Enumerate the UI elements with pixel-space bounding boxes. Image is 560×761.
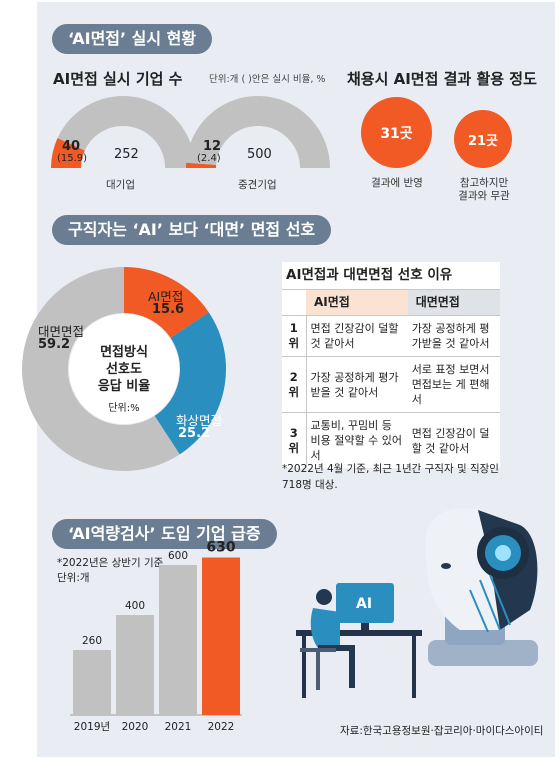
donut-center-title: 면접방식 선호도 응답 비율 <box>97 345 151 394</box>
bar-category-label: 2022 <box>208 721 235 733</box>
bubble-reference-value: 21곳 <box>467 133 499 149</box>
col-ai-interview: AI면접 <box>306 289 408 316</box>
large-company-label: 대기업 <box>106 179 135 191</box>
section1-title: ‘AI면접’ 실시 현황 <box>52 24 213 54</box>
large-ai-percent: (15.9) <box>57 153 88 164</box>
table-row: 2위 가장 공정하게 평가받을 것 같아서 서로 표정 보면서 면접보는 게 편… <box>282 356 500 413</box>
monitor-screen-text: AI <box>356 596 373 612</box>
bar-value-label: 400 <box>125 600 145 612</box>
donut-center-unit: 단위:% <box>108 403 140 414</box>
bar-category-label: 2020 <box>122 721 149 733</box>
bubble-reference-only: 21곳 <box>454 110 512 168</box>
face-slice-label: 대면면접 <box>38 324 85 339</box>
gauge-rest-arc <box>57 96 195 169</box>
bubble-reflected-value: 31곳 <box>380 125 413 142</box>
section3-title: ‘AI역량검사’ 도입 기업 급증 <box>52 519 277 549</box>
gauge-midsize-company <box>185 96 330 169</box>
mid-ai-percent: (2.4) <box>197 153 221 164</box>
table-row: 3위 교통비, 꾸밈비 등 비용 절약할 수 있어서 면접 긴장감이 덜할 것 … <box>282 412 500 468</box>
bar-value-label: 600 <box>168 550 188 562</box>
bubble-reflected: 31곳 <box>361 97 432 168</box>
col-face-interview: 대면면접 <box>407 289 500 316</box>
preference-reasons-table: AI면접과 대면면접 선호 이유 AI면접 대면면접 1위 면접 긴장감이 덜할… <box>282 262 500 468</box>
source-credit: 자료:한국고용정보원·잡코리아·마이다스아이티 <box>340 725 544 737</box>
monitor-icon <box>336 583 394 631</box>
bar-value-label: 630 <box>206 540 235 556</box>
bar <box>116 615 154 715</box>
bar-note: *2022년은 상반기 기준 <box>57 557 164 569</box>
ai-interview-companies-title: AI면접 실시 기업 수 <box>53 70 183 88</box>
ai-slice-value: 15.6 <box>152 302 185 317</box>
table-row: 1위 면접 긴장감이 덜할 것 같아서 가장 공정하게 평가받을 것 같아서 <box>282 315 500 357</box>
video-slice-label: 화상면접 <box>176 413 223 428</box>
donut-hole <box>69 314 179 424</box>
bar-category-label: 2021 <box>165 721 192 733</box>
donut-slice <box>123 267 209 339</box>
face-slice-value: 59.2 <box>38 337 71 352</box>
donut-slice <box>22 267 180 471</box>
ai-slice-label: AI면접 <box>148 289 184 304</box>
midsize-company-label: 중견기업 <box>238 179 277 191</box>
mid-rest-value: 500 <box>247 147 272 162</box>
reasons-table-title: AI면접과 대면면접 선호 이유 <box>286 267 453 283</box>
bar-category-label: 2019년 <box>74 721 110 733</box>
gauge-rest-arc <box>186 96 330 169</box>
donut-slice <box>153 312 226 455</box>
ai-result-usage-title: 채용시 AI면접 결과 활용 정도 <box>347 70 537 88</box>
bar <box>159 565 197 715</box>
large-ai-value: 40 <box>62 139 81 154</box>
bar-unit: 단위:개 <box>57 572 90 584</box>
large-rest-value: 252 <box>114 147 139 162</box>
bubble-reference-label: 참고하지만 결과와 무관 <box>458 177 510 202</box>
bar-value-label: 260 <box>82 635 102 647</box>
unit-note: 단위:개 ( )안은 실시 비율, % <box>209 74 326 85</box>
desk-icon <box>296 630 422 698</box>
survey-footnote: *2022년 4월 기준, 최근 1년간 구직자 및 직장인 718명 대상. <box>282 463 499 491</box>
person-icon <box>300 589 355 690</box>
half-donut-charts <box>51 96 330 169</box>
video-slice-value: 25.2 <box>178 426 211 441</box>
gauge-ai-arc <box>51 137 86 169</box>
robot-head-icon <box>425 508 538 666</box>
bar <box>202 557 240 715</box>
mid-ai-value: 12 <box>203 139 222 154</box>
bar <box>73 650 111 715</box>
gauge-large-company <box>51 96 195 169</box>
bubble-reflected-label: 결과에 반영 <box>371 177 423 189</box>
section2-title: 구직자는 ‘AI’ 보다 ‘대면’ 면접 선호 <box>52 215 332 245</box>
